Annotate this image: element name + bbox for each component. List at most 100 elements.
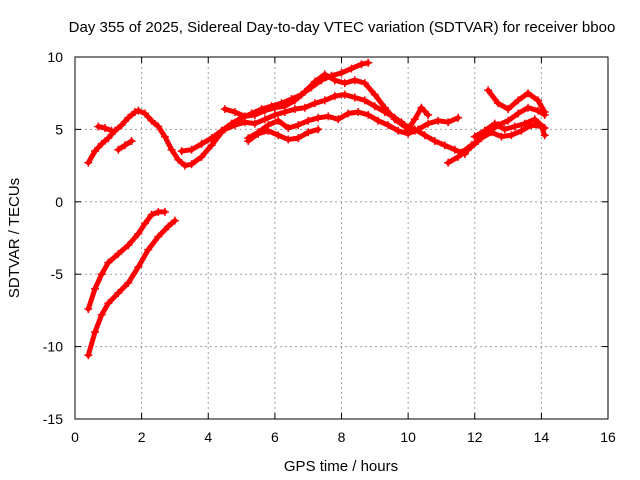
data-point-marker bbox=[230, 108, 239, 116]
data-point-marker bbox=[434, 116, 443, 125]
data-point-marker bbox=[370, 102, 379, 111]
data-point-marker bbox=[410, 115, 419, 124]
data-point-marker bbox=[524, 103, 532, 112]
data-point-marker bbox=[514, 96, 523, 105]
data-point-marker bbox=[507, 131, 516, 140]
data-point-marker bbox=[340, 79, 349, 88]
data-point-marker bbox=[384, 121, 393, 130]
data-point-marker bbox=[314, 113, 323, 122]
x-tick-label: 16 bbox=[600, 429, 616, 445]
data-point-marker bbox=[534, 96, 542, 105]
series-arc-8 bbox=[220, 90, 419, 135]
data-point-marker bbox=[320, 70, 329, 79]
x-tick-label: 10 bbox=[400, 429, 416, 445]
data-point-marker bbox=[394, 126, 403, 135]
data-point-marker bbox=[124, 113, 133, 122]
data-point-marker bbox=[504, 105, 513, 114]
data-point-marker bbox=[177, 147, 186, 156]
data-point-marker bbox=[514, 109, 523, 118]
series-arc-5 bbox=[84, 216, 179, 360]
data-point-marker bbox=[207, 134, 216, 143]
data-point-marker bbox=[97, 139, 106, 148]
data-point-marker bbox=[344, 109, 353, 118]
data-point-marker bbox=[424, 110, 433, 119]
data-point-marker bbox=[440, 141, 449, 150]
x-tick-label: 6 bbox=[271, 429, 279, 445]
data-point-marker bbox=[300, 87, 309, 96]
data-point-marker bbox=[274, 116, 283, 125]
data-point-marker bbox=[97, 270, 106, 279]
y-tick-label: 0 bbox=[55, 194, 63, 210]
data-point-marker bbox=[500, 125, 509, 134]
data-point-marker bbox=[134, 263, 143, 271]
data-point-marker bbox=[360, 96, 369, 105]
chart-title: Day 355 of 2025, Sidereal Day-to-day VTE… bbox=[69, 19, 616, 36]
x-tick-label: 0 bbox=[71, 429, 79, 445]
data-point-marker bbox=[520, 119, 529, 128]
data-point-marker bbox=[230, 121, 239, 130]
y-axis-title: SDTVAR / TECUs bbox=[6, 178, 23, 298]
data-point-marker bbox=[91, 147, 99, 156]
data-point-marker bbox=[104, 299, 113, 308]
series-trace bbox=[458, 122, 548, 156]
data-point-marker bbox=[424, 119, 433, 128]
data-point-marker bbox=[290, 105, 299, 114]
data-point-marker bbox=[167, 145, 176, 154]
data-point-marker bbox=[174, 155, 183, 164]
data-point-marker bbox=[254, 129, 263, 138]
data-point-marker bbox=[101, 124, 109, 132]
data-point-marker bbox=[141, 219, 149, 228]
data-point-marker bbox=[357, 60, 366, 69]
data-point-marker bbox=[304, 116, 313, 125]
data-point-marker bbox=[220, 125, 229, 134]
data-point-marker bbox=[397, 118, 406, 127]
data-point-marker bbox=[360, 79, 369, 88]
data-point-marker bbox=[280, 108, 289, 116]
data-point-marker bbox=[160, 132, 169, 141]
data-point-marker bbox=[487, 128, 496, 137]
data-point-marker bbox=[404, 125, 413, 134]
y-tick-label: -10 bbox=[43, 339, 63, 355]
series-arc-9 bbox=[244, 108, 463, 143]
y-axis-ticks: -15 -10 -5 0 5 10 bbox=[43, 49, 608, 427]
data-point-marker bbox=[144, 245, 153, 254]
data-point-marker bbox=[340, 90, 349, 99]
x-tick-label: 14 bbox=[534, 429, 550, 445]
data-point-marker bbox=[240, 118, 249, 127]
data-point-marker bbox=[84, 351, 93, 360]
data-point-marker bbox=[197, 152, 206, 161]
data-point-marker bbox=[420, 131, 429, 140]
data-point-marker bbox=[134, 229, 143, 238]
data-point-marker bbox=[364, 58, 373, 67]
data-point-marker bbox=[497, 132, 506, 141]
data-point-marker bbox=[84, 305, 93, 313]
data-point-marker bbox=[104, 134, 113, 143]
data-point-marker bbox=[337, 68, 346, 77]
data-point-marker bbox=[244, 137, 253, 145]
data-point-marker bbox=[164, 222, 173, 231]
data-point-marker bbox=[350, 76, 359, 85]
data-point-marker bbox=[260, 115, 269, 124]
data-point-marker bbox=[430, 137, 439, 145]
data-point-marker bbox=[300, 103, 309, 112]
data-point-marker bbox=[364, 110, 373, 119]
data-point-marker bbox=[124, 278, 133, 287]
data-point-marker bbox=[504, 116, 513, 125]
data-point-marker bbox=[294, 134, 303, 143]
series-arc-10 bbox=[244, 125, 323, 145]
data-point-marker bbox=[467, 141, 476, 150]
data-point-marker bbox=[97, 310, 106, 319]
data-point-marker bbox=[117, 121, 126, 130]
data-point-marker bbox=[250, 119, 259, 128]
data-point-marker bbox=[197, 139, 206, 148]
data-point-marker bbox=[534, 106, 542, 115]
data-point-marker bbox=[220, 105, 229, 114]
data-point-marker bbox=[314, 125, 323, 134]
series-arc-1 bbox=[84, 106, 226, 170]
data-point-marker bbox=[510, 122, 519, 131]
data-point-marker bbox=[91, 328, 99, 337]
x-axis-ticks: 0 2 4 6 8 10 12 14 16 bbox=[71, 57, 616, 445]
data-point-marker bbox=[154, 122, 163, 131]
data-point-marker bbox=[347, 64, 356, 73]
data-point-marker bbox=[187, 145, 196, 154]
